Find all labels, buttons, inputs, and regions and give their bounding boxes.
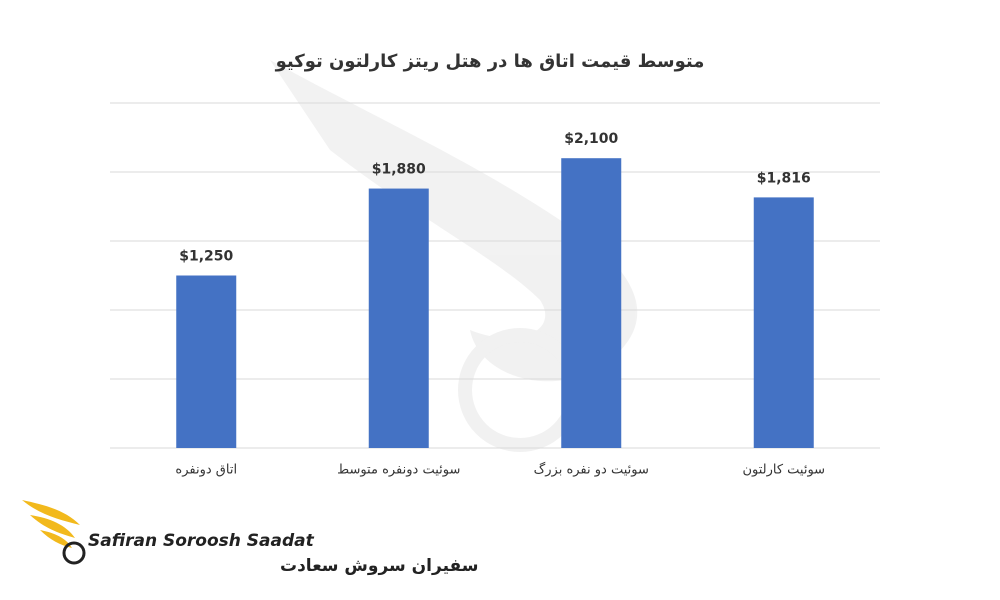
- logo-ring: [62, 541, 86, 565]
- logo: Safiran Soroosh Saadat سفیران سروش سعادت: [22, 500, 478, 576]
- data-label: $1,880: [372, 162, 426, 178]
- data-label: $1,816: [757, 170, 811, 186]
- bar: [561, 158, 622, 448]
- data-label: $1,250: [179, 249, 233, 265]
- x-tick-label: اتاق دونفره: [175, 463, 237, 478]
- chart-title: متوسط قیمت اتاق ها در هتل ریتز کارلتون ت…: [275, 51, 705, 72]
- bar: [176, 275, 237, 448]
- data-label: $2,100: [564, 131, 618, 147]
- x-tick-label: سوئیت دونفره متوسط: [337, 463, 460, 478]
- watermark-wing: [270, 60, 638, 382]
- logo-wing: [22, 500, 80, 548]
- bar: [368, 188, 429, 448]
- x-tick-label: سوئیت دو نفره بزرگ: [534, 461, 649, 478]
- logo-name-fa: سفیران سروش سعادت: [280, 556, 478, 576]
- logo-name-en: Safiran Soroosh Saadat: [88, 531, 315, 551]
- bar: [753, 197, 814, 448]
- x-tick-label: سوئیت کارلتون: [742, 463, 825, 478]
